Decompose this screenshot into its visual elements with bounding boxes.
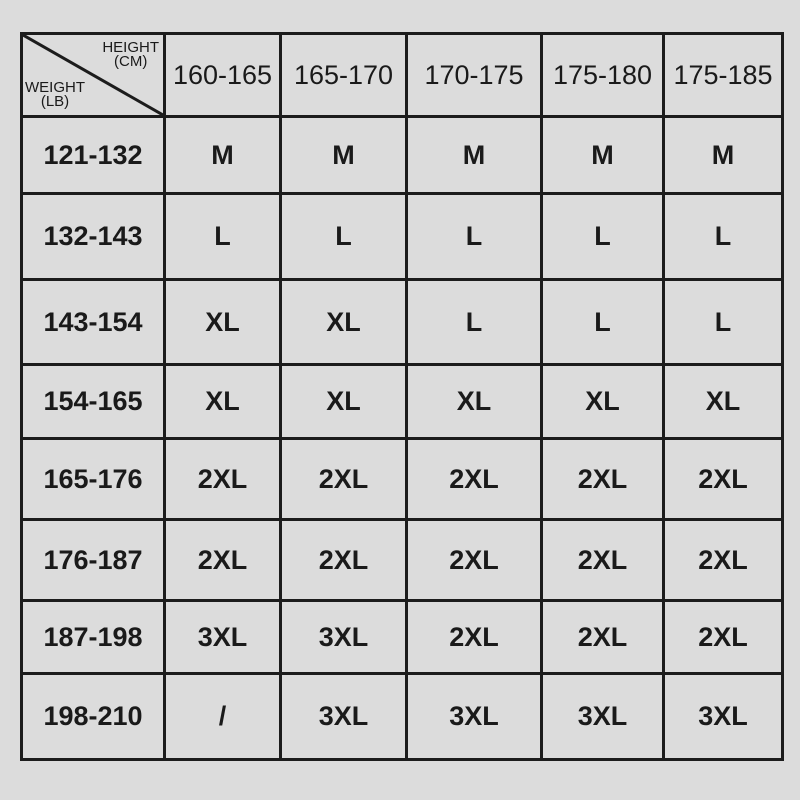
table-row: 132-143 L L L L L xyxy=(20,192,784,281)
size-cell: 2XL xyxy=(163,437,282,521)
size-cell: 2XL xyxy=(405,599,543,675)
header-row: HEIGHT (CM) WEIGHT (LB) 160-165 165-170 17… xyxy=(20,32,784,118)
table-row: 121-132 M M M M M xyxy=(20,115,784,195)
size-chart-table: HEIGHT (CM) WEIGHT (LB) 160-165 165-170 17… xyxy=(20,32,784,761)
table-row: 143-154 XL XL L L L xyxy=(20,278,784,366)
size-cell: 2XL xyxy=(662,437,784,521)
size-cell: M xyxy=(163,115,282,195)
table-row: 165-176 2XL 2XL 2XL 2XL 2XL xyxy=(20,437,784,521)
size-cell: M xyxy=(279,115,408,195)
size-cell: 2XL xyxy=(279,518,408,602)
size-cell: 3XL xyxy=(163,599,282,675)
size-cell: 3XL xyxy=(405,672,543,761)
size-cell: 2XL xyxy=(405,518,543,602)
size-cell: XL xyxy=(163,363,282,440)
size-cell: 2XL xyxy=(540,518,665,602)
size-cell: L xyxy=(163,192,282,281)
height-text: HEIGHT xyxy=(102,39,159,56)
size-cell: XL xyxy=(279,278,408,366)
size-cell: / xyxy=(163,672,282,761)
size-cell: XL xyxy=(405,363,543,440)
size-cell: 3XL xyxy=(540,672,665,761)
weight-unit: (LB) xyxy=(40,93,70,110)
size-cell: M xyxy=(662,115,784,195)
size-cell: M xyxy=(405,115,543,195)
height-column-header: 175-180 xyxy=(540,32,665,118)
size-cell: 2XL xyxy=(662,518,784,602)
size-cell: 3XL xyxy=(279,599,408,675)
weight-row-header: 187-198 xyxy=(20,599,166,675)
size-cell: 2XL xyxy=(662,599,784,675)
height-column-header: 165-170 xyxy=(279,32,408,118)
table-row: 176-187 2XL 2XL 2XL 2XL 2XL xyxy=(20,518,784,602)
table-row: 187-198 3XL 3XL 2XL 2XL 2XL xyxy=(20,599,784,675)
size-cell: L xyxy=(405,192,543,281)
height-column-header: 160-165 xyxy=(163,32,282,118)
size-cell: 2XL xyxy=(540,599,665,675)
weight-row-header: 154-165 xyxy=(20,363,166,440)
weight-text: WEIGHT xyxy=(25,79,85,96)
height-unit: (CM) xyxy=(114,53,148,70)
weight-row-header: 176-187 xyxy=(20,518,166,602)
height-column-header: 175-185 xyxy=(662,32,784,118)
size-cell: XL xyxy=(163,278,282,366)
corner-cell: HEIGHT (CM) WEIGHT (LB) xyxy=(20,32,166,118)
height-label: HEIGHT (CM) xyxy=(102,39,159,70)
size-cell: L xyxy=(540,278,665,366)
weight-row-header: 132-143 xyxy=(20,192,166,281)
size-cell: L xyxy=(279,192,408,281)
size-cell: 3XL xyxy=(279,672,408,761)
size-cell: L xyxy=(405,278,543,366)
weight-row-header: 143-154 xyxy=(20,278,166,366)
size-cell: XL xyxy=(279,363,408,440)
size-cell: 3XL xyxy=(662,672,784,761)
size-cell: 2XL xyxy=(279,437,408,521)
weight-label: WEIGHT (LB) xyxy=(25,79,85,110)
diagonal-divider xyxy=(23,35,163,115)
size-cell: M xyxy=(540,115,665,195)
weight-row-header: 121-132 xyxy=(20,115,166,195)
size-cell: XL xyxy=(662,363,784,440)
weight-row-header: 165-176 xyxy=(20,437,166,521)
size-cell: 2XL xyxy=(405,437,543,521)
size-cell: XL xyxy=(540,363,665,440)
size-cell: 2XL xyxy=(163,518,282,602)
size-cell: L xyxy=(662,192,784,281)
height-column-header: 170-175 xyxy=(405,32,543,118)
weight-row-header: 198-210 xyxy=(20,672,166,761)
size-cell: L xyxy=(662,278,784,366)
table-row: 198-210/3XL 3XL 3XL 3XL xyxy=(20,672,784,761)
size-cell: L xyxy=(540,192,665,281)
size-cell: 2XL xyxy=(540,437,665,521)
table-row: 154-165 XL XL XL XL XL xyxy=(20,363,784,440)
